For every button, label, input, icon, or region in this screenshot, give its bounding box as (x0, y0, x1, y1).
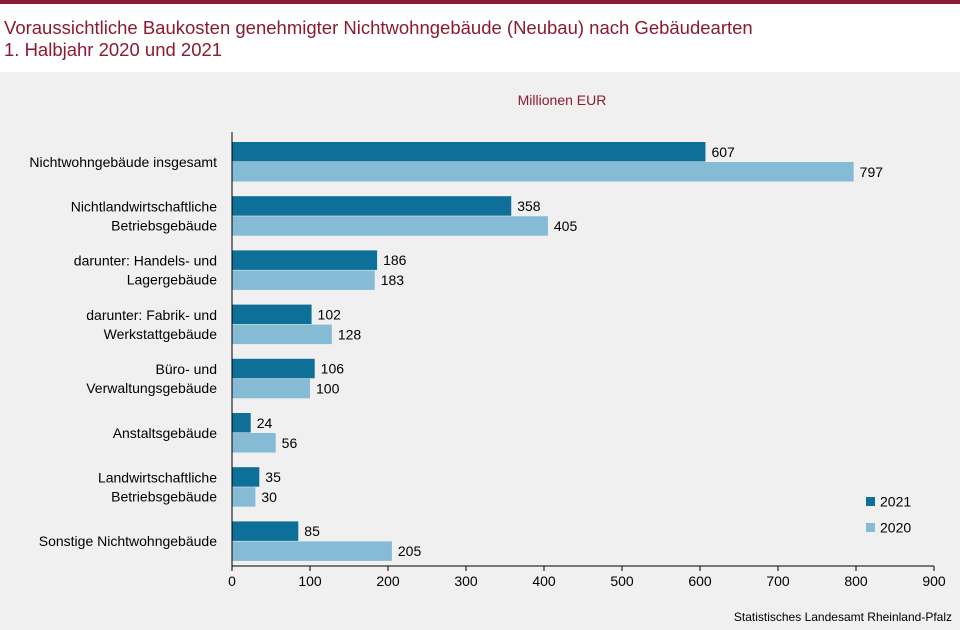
x-tick-label-600: 600 (688, 573, 712, 589)
bar-2021-6 (232, 467, 260, 487)
category-label-7-0: Sonstige Nichtwohngebäude (39, 533, 217, 549)
bar-2021-4 (232, 358, 315, 379)
unit-label: Millionen EUR (517, 92, 607, 108)
top-accent-bar (0, 0, 960, 4)
bar-2021-2 (232, 250, 378, 270)
bar-2020-0 (232, 162, 854, 182)
x-tick-label-900: 900 (922, 573, 946, 589)
value-label-2020-7: 205 (398, 543, 422, 559)
bar-2021-5 (232, 413, 251, 433)
bar-2020-5 (232, 433, 276, 453)
value-label-2021-3: 102 (318, 306, 342, 322)
value-label-2020-2: 183 (381, 272, 405, 288)
bar-2020-6 (232, 487, 256, 507)
bar-2021-0 (232, 142, 706, 162)
legend-label-2021: 2021 (880, 494, 911, 510)
legend-swatch-2020 (866, 523, 875, 532)
category-label-6-0: Landwirtschaftliche (98, 469, 217, 485)
value-label-2021-0: 607 (711, 144, 735, 160)
x-tick-label-0: 0 (228, 573, 236, 589)
bar-2021-3 (232, 304, 312, 325)
category-label-3-1: Werkstattgebäude (104, 326, 218, 342)
bar-2020-7 (232, 541, 392, 561)
bar-2020-1 (232, 216, 548, 236)
chart-title: Voraussichtliche Baukosten genehmigter N… (4, 17, 753, 38)
chart-header: Voraussichtliche Baukosten genehmigter N… (0, 4, 960, 72)
value-label-2021-1: 358 (517, 198, 541, 214)
value-label-2020-0: 797 (860, 164, 884, 180)
value-label-2021-5: 24 (257, 415, 273, 431)
x-tick-label-800: 800 (844, 573, 868, 589)
value-label-2020-1: 405 (554, 218, 578, 234)
category-label-4-1: Verwaltungsgebäude (86, 380, 217, 396)
x-tick-label-300: 300 (454, 573, 478, 589)
category-label-3-0: darunter: Fabrik- und (86, 307, 217, 323)
x-tick-label-700: 700 (766, 573, 790, 589)
legend-swatch-2021 (866, 497, 875, 506)
category-label-1-1: Betriebsgebäude (111, 217, 217, 233)
category-label-4-0: Büro- und (156, 361, 217, 377)
value-label-2021-7: 85 (304, 523, 320, 539)
value-label-2020-5: 56 (282, 435, 298, 451)
category-label-5-0: Anstaltsgebäude (113, 425, 218, 441)
x-tick-label-100: 100 (298, 573, 322, 589)
bar-2020-4 (232, 378, 310, 399)
category-label-2-0: darunter: Handels- und (74, 253, 217, 269)
bar-2021-7 (232, 521, 299, 541)
value-label-2020-4: 100 (316, 381, 340, 397)
chart-subtitle: 1. Halbjahr 2020 und 2021 (4, 39, 223, 60)
x-tick-label-500: 500 (610, 573, 634, 589)
x-tick-label-400: 400 (532, 573, 556, 589)
legend-label-2020: 2020 (880, 520, 911, 536)
category-label-1-0: Nichtlandwirtschaftliche (71, 198, 217, 214)
value-label-2021-6: 35 (265, 469, 281, 485)
x-tick-label-200: 200 (376, 573, 400, 589)
value-label-2021-4: 106 (321, 361, 345, 377)
category-label-6-1: Betriebsgebäude (111, 488, 217, 504)
bar-2020-3 (232, 324, 332, 345)
value-label-2020-6: 30 (261, 489, 277, 505)
value-label-2020-3: 128 (338, 326, 362, 342)
value-label-2021-2: 186 (383, 252, 407, 268)
bar-2020-2 (232, 270, 375, 290)
category-label-2-1: Lagergebäude (127, 272, 218, 288)
bar-2021-1 (232, 196, 512, 216)
category-label-0-0: Nichtwohngebäude insgesamt (29, 154, 217, 170)
source-note: Statistisches Landesamt Rheinland-Pfalz (733, 610, 952, 624)
